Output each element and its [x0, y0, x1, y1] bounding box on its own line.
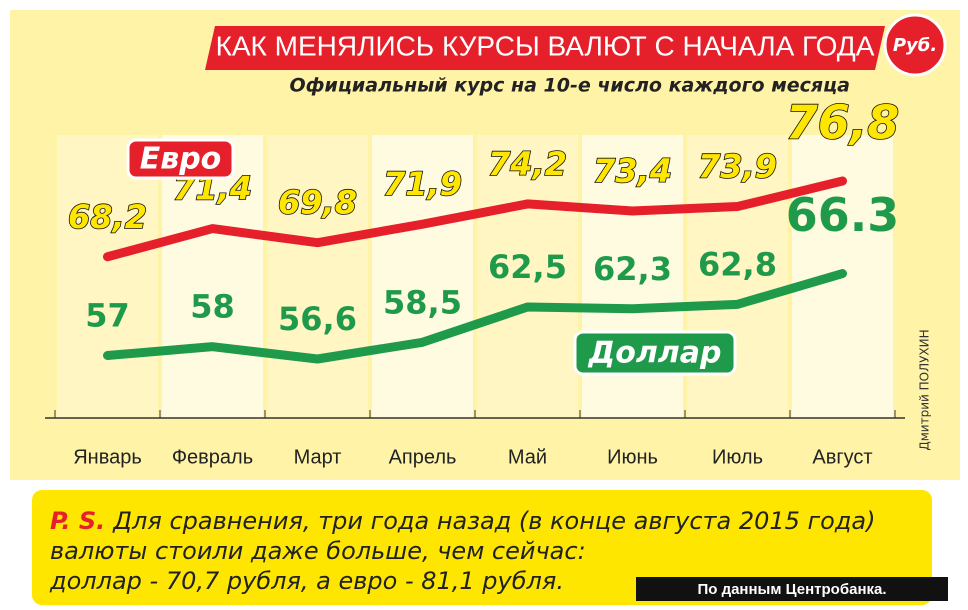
source: По данным Центробанка. — [697, 581, 886, 598]
value-label: 62,8 — [698, 245, 777, 283]
x-tick-label: Июнь — [607, 446, 658, 468]
note-text: валюты стоили даже больше, чем сейчас: — [50, 537, 586, 565]
x-tick-label: Март — [294, 446, 342, 468]
value-label: 74,2 — [488, 145, 567, 183]
x-tick-label: Май — [508, 446, 547, 468]
note-text: Для сравнения, три года назад (в конце а… — [112, 507, 875, 535]
value-label: 57 — [85, 296, 130, 334]
value-label: 66.3 — [786, 188, 900, 242]
chart-title: КАК МЕНЯЛИСЬ КУРСЫ ВАЛЮТ С НАЧАЛА ГОДА — [216, 30, 875, 61]
subtitle: Официальный курс на 10-е число каждого м… — [290, 75, 850, 97]
value-label: 58 — [190, 288, 235, 326]
legend-label: Евро — [140, 142, 222, 177]
value-label: 76,8 — [786, 96, 900, 150]
legend-label: Доллар — [588, 336, 722, 371]
note-text: доллар - 70,7 рубля, а евро - 81,1 рубля… — [49, 567, 564, 595]
value-label: 71,9 — [383, 165, 462, 203]
x-tick-label: Февраль — [172, 446, 253, 468]
note-label: P. S. — [50, 507, 105, 535]
value-label: 73,4 — [593, 152, 672, 190]
x-tick-label: Август — [812, 446, 872, 468]
value-label: 73,9 — [698, 148, 777, 186]
infographic: КАК МЕНЯЛИСЬ КУРСЫ ВАЛЮТ С НАЧАЛА ГОДА Р… — [0, 0, 968, 610]
column-band — [267, 135, 368, 418]
value-label: 68,2 — [68, 198, 147, 236]
x-tick-label: Июль — [712, 446, 763, 468]
value-label: 69,8 — [278, 184, 357, 222]
unit-label: Руб. — [893, 35, 937, 56]
x-tick-label: Апрель — [389, 446, 457, 468]
value-label: 62,3 — [593, 250, 672, 288]
value-label: 58,5 — [383, 283, 462, 321]
value-label: 56,6 — [278, 300, 357, 338]
value-label: 62,5 — [488, 248, 567, 286]
note-line: P. S.Для сравнения, три года назад (в ко… — [50, 507, 876, 535]
author-credit: Дмитрий ПОЛУХИН — [918, 329, 932, 450]
x-tick-label: Январь — [73, 446, 142, 468]
